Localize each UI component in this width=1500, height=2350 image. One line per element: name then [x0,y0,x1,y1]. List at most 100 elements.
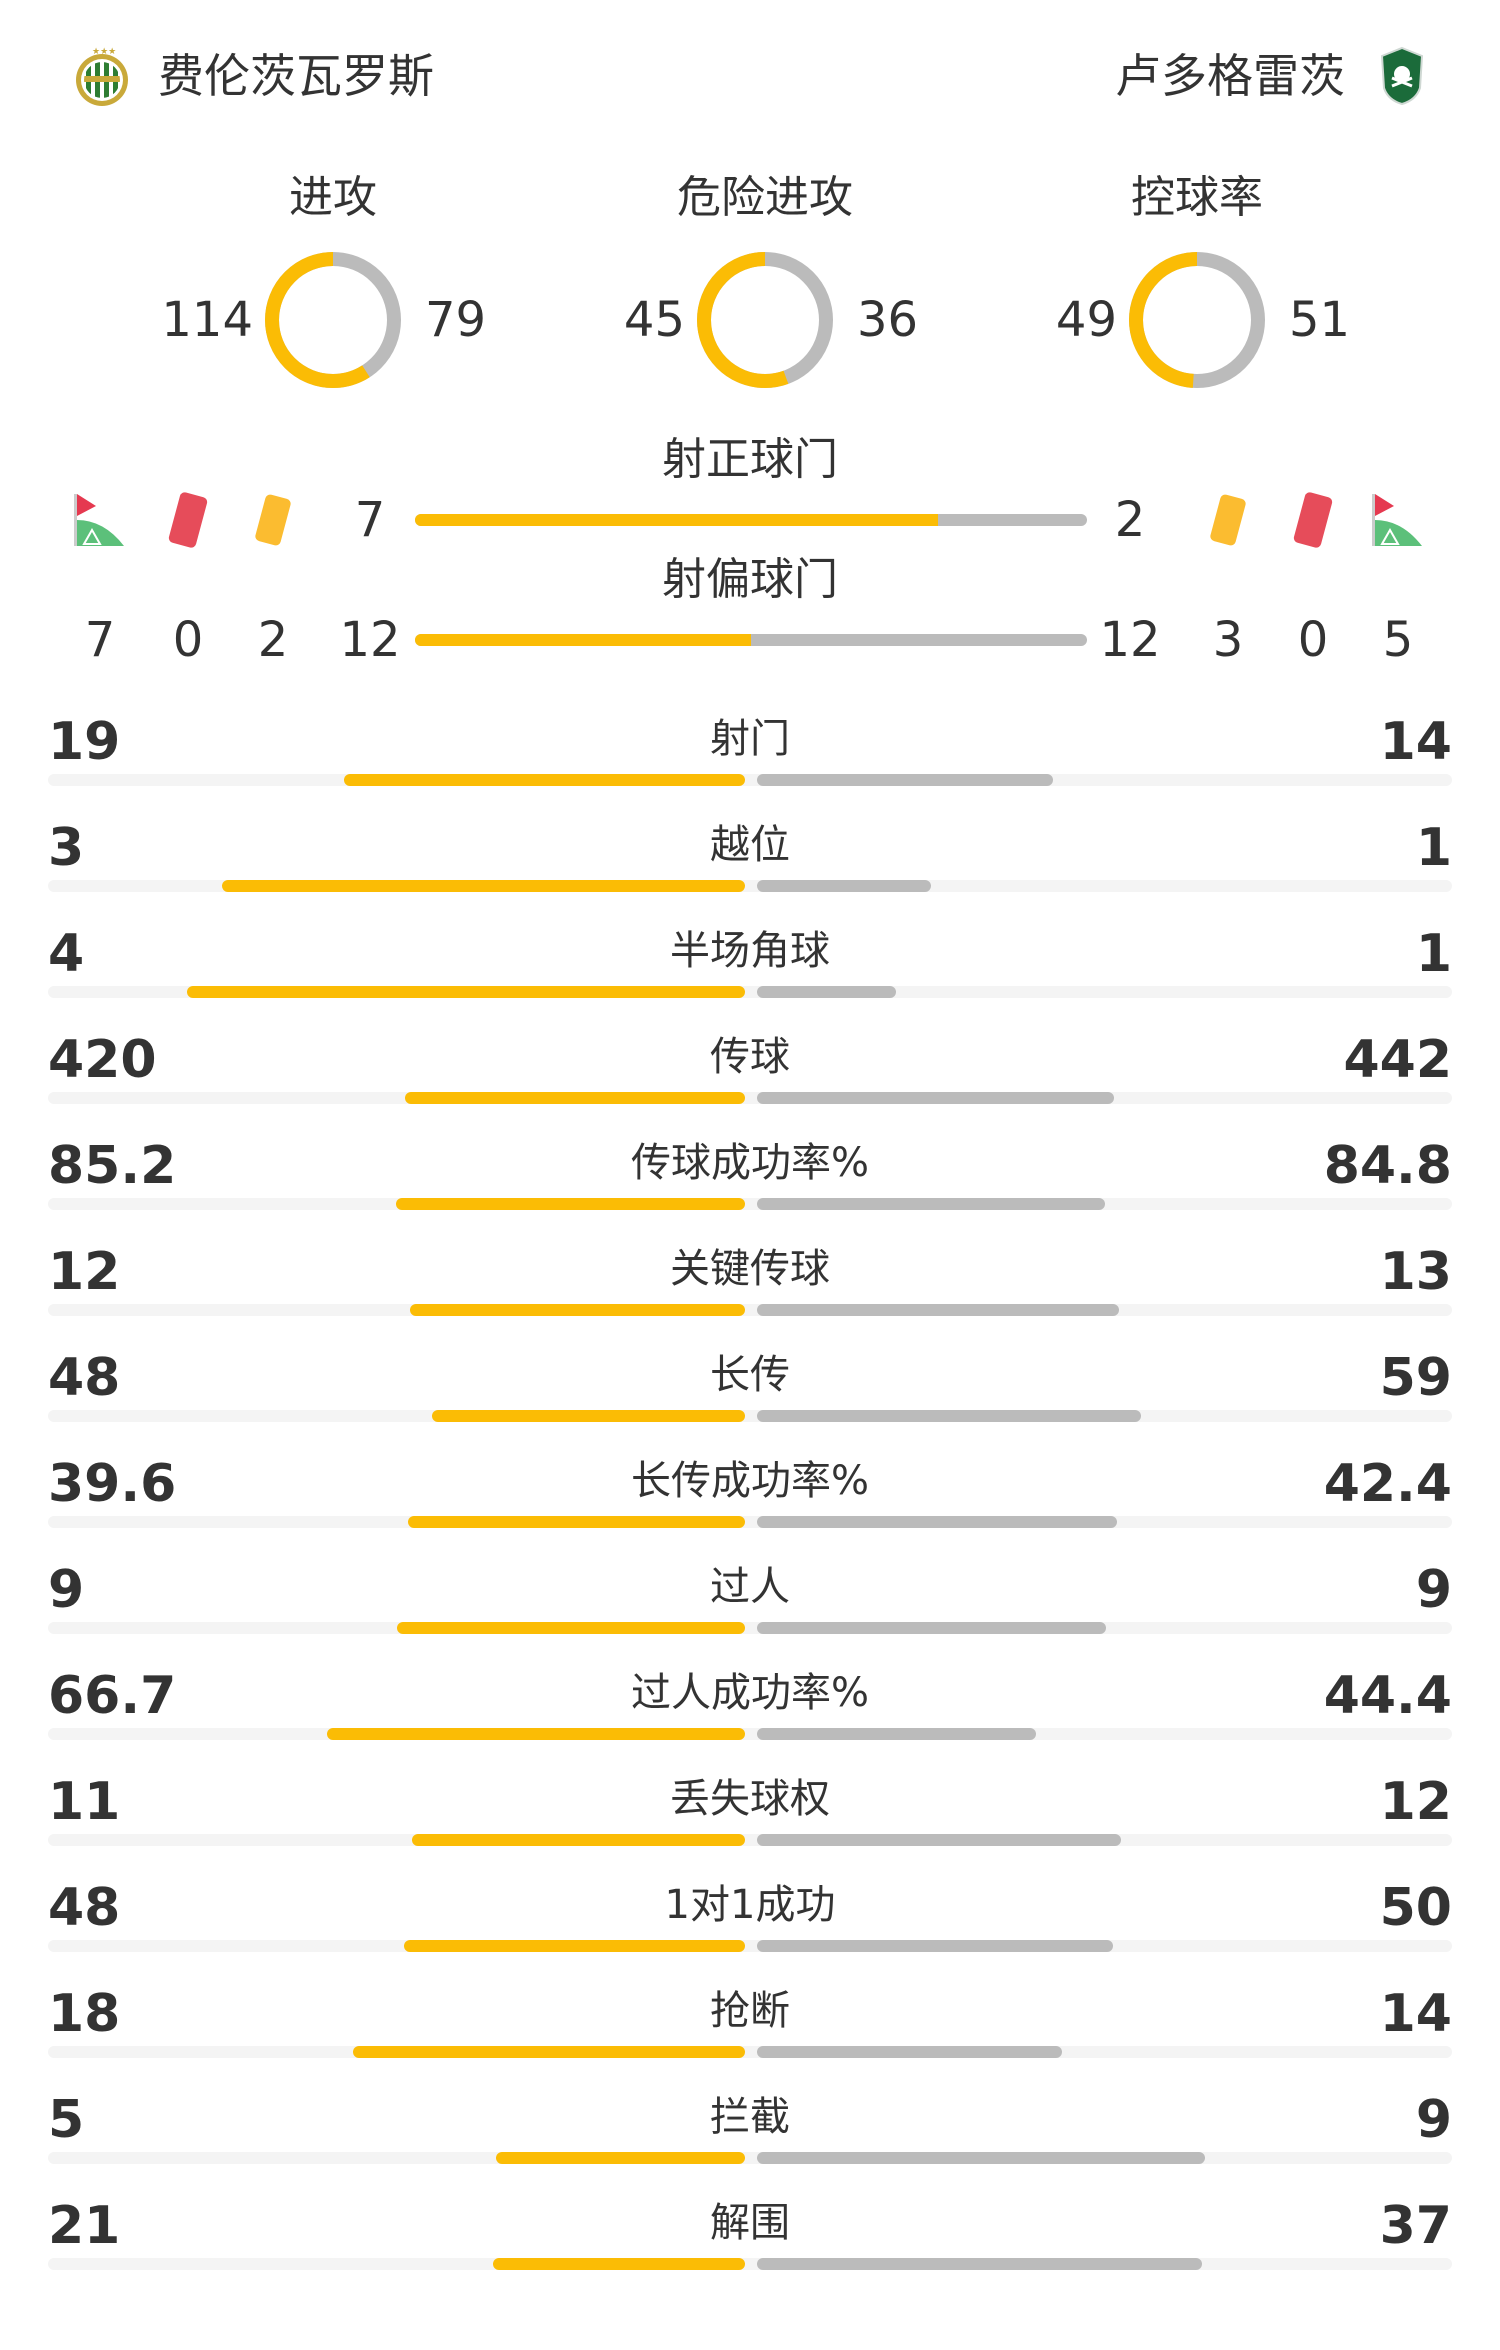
stat-track [48,1940,1452,1952]
stat-home-value: 420 [48,1030,157,1090]
shots-on-target-bar [415,514,1087,526]
stat-away-bar [757,1940,1113,1952]
stat-label: 关键传球 [670,1246,830,1292]
stat-home-value: 3 [48,818,85,878]
stat-track [48,1198,1452,1210]
stat-label: 1对1成功 [664,1882,836,1928]
stat-home-value: 85.2 [48,1136,177,1196]
stat-track [48,1516,1452,1528]
donut-away-value: 79 [425,292,487,348]
stat-away-bar [757,1198,1105,1210]
stat-away-value: 14 [1379,712,1452,772]
stat-label: 丢失球权 [670,1776,830,1822]
stat-away-value: 59 [1379,1348,1452,1408]
stat-away-value: 12 [1379,1772,1452,1832]
stat-home-value: 66.7 [48,1666,177,1726]
stat-home-bar [405,1092,745,1104]
stat-home-value: 21 [48,2196,121,2256]
stat-away-value: 442 [1343,1030,1452,1090]
stat-label: 越位 [710,822,790,868]
donut-away-value: 36 [857,292,919,348]
stat-home-bar [403,1940,745,1952]
donut-home-value: 49 [1055,292,1117,348]
home-shots-off-target: 12 [339,612,401,668]
away-red-cards: 0 [1297,612,1329,668]
stat-track [48,1834,1452,1846]
donut-chart [1127,250,1267,390]
donut-home-value: 114 [161,292,253,348]
stat-track [48,774,1452,786]
stat-home-value: 39.6 [48,1454,177,1514]
stat-label: 长传 [710,1352,790,1398]
stat-track [48,1622,1452,1634]
away-yellow-cards: 3 [1212,612,1244,668]
stat-away-bar [757,1304,1120,1316]
donut-title: 控球率 [1131,172,1263,223]
stat-home-bar [343,774,745,786]
yellow-card-icon [243,490,303,550]
stat-away-bar [757,774,1053,786]
stat-label: 解围 [710,2200,790,2246]
home-team-logo: ★★★ [70,44,134,108]
stat-home-bar [395,1198,745,1210]
stat-track [48,2046,1452,2058]
stat-home-bar [411,1834,745,1846]
stat-home-bar [352,2046,745,2058]
home-yellow-cards: 2 [257,612,289,668]
stat-away-value: 50 [1379,1878,1452,1938]
stat-home-bar [222,880,745,892]
stat-home-value: 48 [48,1348,121,1408]
red-card-icon [1283,490,1343,550]
donut-title: 进攻 [289,172,377,223]
stat-away-value: 37 [1379,2196,1452,2256]
stat-away-bar [757,1728,1036,1740]
home-corners: 7 [84,612,116,668]
stat-track [48,2152,1452,2164]
stat-home-bar [432,1410,745,1422]
red-card-icon [158,490,218,550]
stat-away-value: 1 [1415,818,1452,878]
donut-home-arc [697,252,833,388]
stat-home-value: 4 [48,924,85,984]
donut-title: 危险进攻 [677,172,853,223]
shots-on-target-label: 射正球门 [662,434,838,485]
stat-home-bar [492,2258,745,2270]
corner-flag-icon [70,490,130,550]
stat-label: 传球成功率% [630,1140,869,1186]
shots-off-target-bar [415,634,1087,646]
stat-away-bar [757,2046,1062,2058]
stat-home-value: 48 [48,1878,121,1938]
stat-home-bar [408,1516,745,1528]
donut-home-value: 45 [623,292,685,348]
stat-label: 射门 [710,716,790,762]
stat-track [48,2258,1452,2270]
stat-away-value: 42.4 [1323,1454,1452,1514]
stat-label: 抢断 [710,1988,790,2034]
stat-home-bar [326,1728,745,1740]
stat-away-bar [757,1410,1142,1422]
stat-label: 传球 [710,1034,790,1080]
stat-track [48,1410,1452,1422]
away-team-logo [1370,44,1434,108]
stat-away-value: 14 [1379,1984,1452,2044]
stat-away-value: 13 [1379,1242,1452,1302]
home-team-name: 费伦茨瓦罗斯 [158,49,434,103]
stat-home-bar [187,986,745,998]
svg-text:★★★: ★★★ [92,47,116,57]
stat-label: 过人成功率% [630,1670,869,1716]
stat-home-bar [496,2152,745,2164]
stat-away-bar [757,1834,1121,1846]
stat-away-bar [757,2152,1206,2164]
stat-track [48,1728,1452,1740]
donut-chart [695,250,835,390]
home-red-cards: 0 [172,612,204,668]
stat-track [48,1092,1452,1104]
stat-home-value: 5 [48,2090,85,2150]
stat-home-value: 18 [48,1984,121,2044]
stat-away-bar [757,2258,1202,2270]
donut-away-value: 51 [1289,292,1351,348]
stat-track [48,1304,1452,1316]
stat-label: 长传成功率% [630,1458,869,1504]
stat-home-value: 9 [48,1560,85,1620]
stat-away-value: 9 [1415,1560,1452,1620]
